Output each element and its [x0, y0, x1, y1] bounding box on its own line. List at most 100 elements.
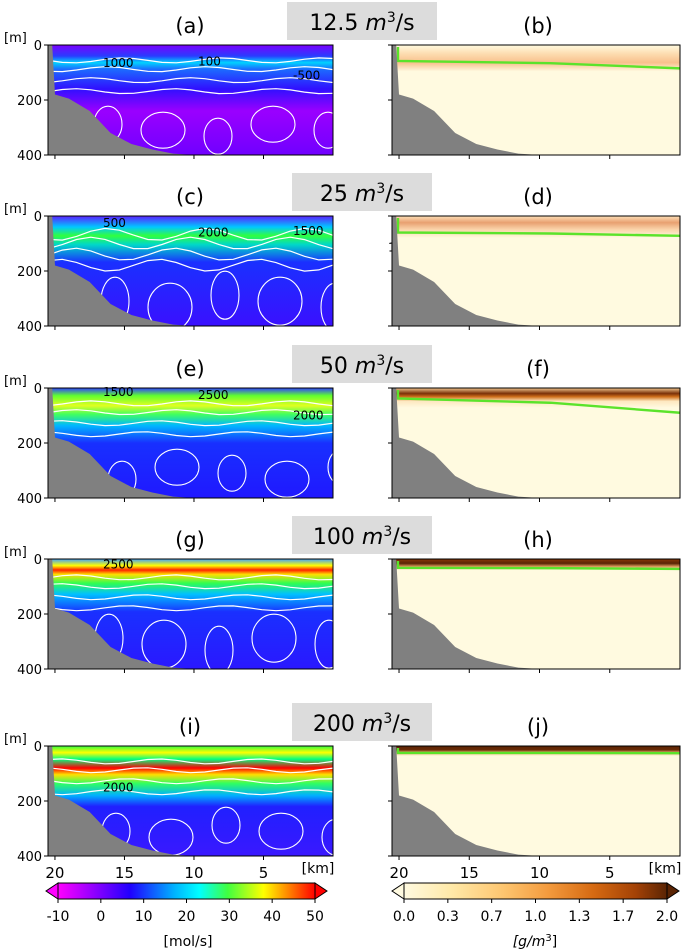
- x-tick-label: 20: [389, 864, 408, 882]
- title-value: 12.5: [309, 11, 365, 36]
- bathymetry-right: [392, 559, 540, 669]
- contour-line: [47, 77, 334, 84]
- green-depth-line: [396, 47, 681, 70]
- x-axis-unit: [km]: [302, 861, 335, 877]
- bathymetry-left: [48, 216, 194, 326]
- title-unit: m: [362, 712, 383, 737]
- y-tick-label: 400: [17, 663, 42, 678]
- title-value: 200: [313, 712, 362, 737]
- panel-label-right: (b): [523, 14, 553, 38]
- contour-line: [47, 574, 334, 581]
- title-tail: /s: [396, 11, 415, 36]
- y-tick-label: 400: [17, 850, 42, 865]
- y-tick-label: 0: [34, 553, 42, 568]
- x-tick-label: 5: [605, 864, 615, 882]
- bathymetry-right: [392, 216, 540, 326]
- contour-blob: [203, 117, 233, 155]
- colorbar-gm3-tick-label: 0.3: [437, 909, 459, 925]
- contour-line: [47, 227, 334, 241]
- bathymetry-left: [48, 559, 194, 669]
- x-tick-label: 5: [259, 864, 269, 882]
- title-unit: m: [362, 525, 383, 550]
- panel-row-4: 200 m3/s (i) (j) [m] 2000 0 200 400: [4, 703, 681, 865]
- title-value: 50: [320, 354, 355, 379]
- contour-line: [47, 420, 334, 427]
- title-exp: 3: [376, 353, 385, 369]
- contour-blob: [217, 454, 247, 492]
- contour-line: [47, 57, 334, 64]
- title-exp: 3: [383, 711, 392, 727]
- title-tail: /s: [385, 182, 404, 207]
- contour-blob: [321, 818, 351, 856]
- colorbar-mol-tick-label: 0: [96, 909, 105, 925]
- y-tick-label: 400: [17, 320, 42, 335]
- bathymetry-right: [392, 388, 540, 498]
- contour-label: 2500: [103, 558, 134, 572]
- y-tick-label: 200: [17, 795, 42, 810]
- contour-line: [47, 88, 334, 95]
- contour-blob: [211, 806, 241, 844]
- panel-label-right: (h): [523, 528, 553, 552]
- green-depth-line: [396, 561, 681, 571]
- title-unit: m: [355, 182, 376, 207]
- bathymetry-left: [48, 746, 194, 856]
- panel-row-0: 12.5 m3/s (a) (b) [m] 1000 100 -500 0 200 400: [4, 2, 681, 164]
- contour-line: [47, 605, 334, 612]
- title-box: [292, 703, 432, 741]
- title-tail: /s: [385, 354, 404, 379]
- contour-blob: [147, 282, 193, 332]
- contour-line: [47, 767, 334, 774]
- contour-label: 100: [198, 55, 221, 69]
- colorbar-mol-tick-label: 40: [263, 909, 281, 925]
- contour-line: [47, 247, 334, 261]
- contour-blob: [313, 111, 343, 149]
- row-title: 200 m3/s: [313, 711, 411, 737]
- contour-line: [47, 258, 334, 272]
- colorbar-gm3-tick-label: 0.7: [481, 909, 503, 925]
- colorbar-mol-unit: [mol/s]: [163, 934, 212, 950]
- x-tick-label: 10: [530, 864, 549, 882]
- contour-label: 2000: [103, 780, 134, 794]
- green-depth-line: [396, 748, 681, 755]
- colorbar-gm3-bar: [403, 882, 668, 900]
- panel-label-right: (j): [527, 715, 549, 739]
- contour-blob: [154, 448, 200, 486]
- panel-row-3: 100 m3/s (g) (h) [m] 2500 0 200 400: [4, 516, 681, 678]
- bathymetry-left: [48, 45, 194, 155]
- y-tick-label: 200: [17, 265, 42, 280]
- contour-line: [47, 789, 334, 796]
- y-tick-label: 200: [17, 608, 42, 623]
- bathymetry-right: [392, 746, 540, 856]
- contour-blob: [327, 448, 357, 486]
- unit-tail: ]: [552, 934, 557, 950]
- y-tick-label: 0: [34, 382, 42, 397]
- colorbar-mol-tick-label: -10: [47, 909, 70, 925]
- title-value: 25: [320, 182, 355, 207]
- contour-label: 1000: [103, 56, 134, 70]
- colorbar-gm3-max-arrow: [666, 882, 680, 900]
- unit-base: [g/m: [513, 934, 546, 950]
- contour-blob: [320, 282, 350, 332]
- green-depth-line: [396, 218, 681, 237]
- panel-label-left: (e): [175, 357, 204, 381]
- title-box: [287, 2, 437, 40]
- y-axis-unit: [m]: [4, 31, 27, 46]
- contour-label: 2000: [293, 409, 324, 423]
- contour-label: 2000: [198, 226, 229, 240]
- x-tick-label: 15: [115, 864, 134, 882]
- contour-blob: [250, 105, 296, 143]
- y-tick-label: 200: [17, 437, 42, 452]
- panel-label-right: (f): [526, 357, 550, 381]
- y-tick-label: 0: [34, 210, 42, 225]
- bathymetry-right: [392, 45, 540, 155]
- colorbar-mol-tick-label: 20: [178, 909, 196, 925]
- colorbar-gm3-tick-label: 0.0: [393, 909, 415, 925]
- title-exp: 3: [383, 524, 392, 540]
- contour-blob: [140, 111, 186, 149]
- contour-line: [47, 583, 334, 590]
- contour-blob: [314, 619, 344, 669]
- contour-line: [47, 778, 334, 785]
- bottom-axes: 20 20 15 15 10 10 5 5 [km] [km]: [45, 861, 681, 882]
- colorbar-mol-min-arrow: [45, 882, 59, 900]
- colorbar-gm3-tick-label: 1.7: [612, 909, 634, 925]
